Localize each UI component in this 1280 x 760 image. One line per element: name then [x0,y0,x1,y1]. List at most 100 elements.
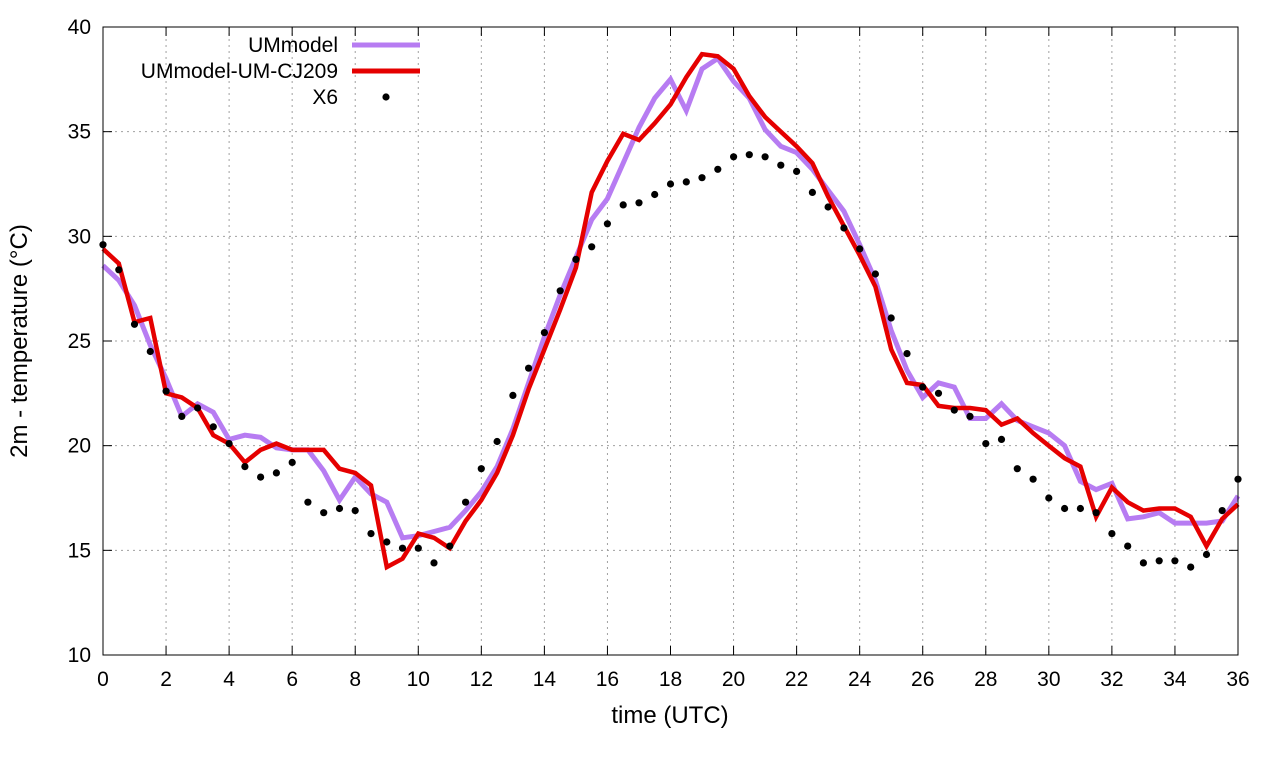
y-tick-label: 30 [68,225,91,248]
data-point-x6 [1092,509,1100,517]
data-point-x6 [1045,494,1053,502]
legend-label-ummodel-um-cj209: UMmodel-UM-CJ209 [141,60,338,83]
y-tick-label: 15 [68,539,91,562]
data-point-x6 [950,406,958,414]
data-point-x6 [966,412,974,420]
data-point-x6 [982,440,990,448]
x-tick-label: 10 [407,668,430,691]
data-point-x6 [209,423,217,431]
data-point-x6 [997,435,1006,443]
data-point-x6 [414,544,422,552]
y-tick-label: 10 [68,644,91,667]
data-point-x6 [1061,504,1069,513]
data-point-x6 [540,329,549,337]
data-point-x6 [446,542,454,550]
data-point-x6 [824,203,832,211]
data-point-x6 [304,498,312,506]
data-point-x6 [808,188,817,196]
data-point-x6 [320,509,328,517]
data-point-x6 [682,178,690,186]
data-point-x6 [651,190,659,199]
x-tick-label: 20 [722,668,745,691]
data-point-x6 [525,364,533,372]
x-tick-label: 4 [223,668,235,691]
data-point-x6 [745,151,753,159]
data-point-x6 [887,314,895,322]
data-point-x6 [1013,465,1021,473]
data-point-x6 [1187,563,1195,571]
legend: UMmodel UMmodel-UM-CJ209 X6 [141,34,420,109]
data-point-x6 [194,404,202,412]
data-point-x6 [635,199,643,207]
legend-label-ummodel: UMmodel [248,34,338,57]
data-point-x6 [1124,542,1132,550]
x-tick-label: 0 [97,668,109,691]
x-axis-label: time (UTC) [611,702,728,729]
data-point-x6 [1029,475,1037,483]
data-point-x6 [430,559,438,567]
data-point-x6 [367,530,375,538]
data-point-x6 [146,347,154,356]
data-point-x6 [919,383,927,391]
data-point-x6 [730,153,738,161]
x-tick-label: 28 [974,668,997,691]
data-point-x6 [698,174,706,182]
data-point-x6 [714,165,722,173]
data-point-x6 [666,180,675,188]
x-tick-label: 26 [911,668,934,691]
y-tick-label: 40 [68,16,91,39]
data-point-x6 [335,504,344,513]
data-point-x6 [556,287,564,295]
data-point-x6 [493,437,501,446]
data-point-x6 [257,473,265,481]
legend-label-x6: X6 [312,86,338,109]
x-tick-label: 12 [470,668,493,691]
x-tick-label: 16 [596,668,619,691]
x-tick-label: 14 [533,668,557,691]
data-point-x6 [761,153,769,161]
x-tick-label: 2 [160,668,172,691]
x-tick-label: 34 [1163,668,1187,691]
data-point-x6 [1139,559,1147,567]
legend-marker-x6 [382,93,390,101]
data-point-x6 [130,320,139,328]
x-tick-label: 6 [286,668,298,691]
data-point-x6 [603,220,612,228]
x-tick-label: 36 [1226,668,1249,691]
axis-ticks [102,26,1239,656]
data-point-x6 [398,544,407,552]
data-point-x6 [793,167,801,175]
y-tick-labels: 10 15 20 25 30 35 40 [68,16,91,667]
data-point-x6 [840,224,848,232]
data-point-x6 [1076,504,1084,513]
data-point-x6 [477,465,485,473]
data-point-x6 [1218,507,1226,515]
data-point-x6 [462,498,470,506]
series-layer [99,51,1242,571]
data-point-x6 [272,469,280,477]
series-line-ummodel-um-cj209 [101,51,1240,571]
data-point-x6 [383,538,391,546]
data-point-x6 [903,350,911,358]
x-tick-label: 30 [1037,668,1060,691]
data-point-x6 [162,387,170,395]
y-tick-label: 35 [68,121,91,144]
data-point-x6 [351,507,359,515]
data-point-x6 [1202,550,1211,559]
data-point-x6 [856,245,864,253]
data-point-x6 [509,391,517,399]
x-tick-label: 18 [659,668,682,691]
y-tick-label: 25 [68,330,91,353]
data-point-x6 [572,255,580,263]
data-point-x6 [1155,557,1163,565]
data-point-x6 [241,463,249,471]
data-point-x6 [115,266,123,274]
data-point-x6 [1108,530,1116,538]
y-tick-label: 20 [68,435,91,458]
data-point-x6 [871,270,880,278]
data-point-x6 [777,161,785,169]
x-tick-label: 22 [785,668,808,691]
x-tick-label: 8 [349,668,361,691]
data-point-x6 [225,440,233,448]
